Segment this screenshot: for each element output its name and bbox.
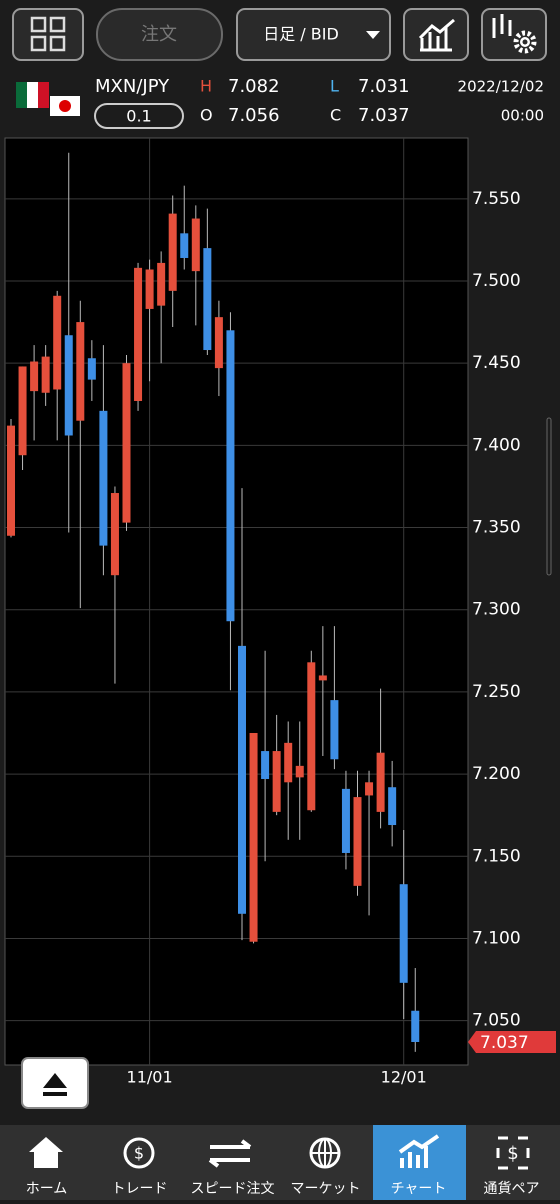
chart-type-button[interactable] bbox=[403, 8, 469, 61]
candle-body bbox=[168, 213, 177, 291]
nav-label[interactable]: ホーム bbox=[26, 1181, 68, 1197]
candle-body bbox=[134, 267, 143, 401]
candle-body bbox=[53, 295, 62, 390]
low-value: 7.031 bbox=[358, 76, 410, 97]
candle-body bbox=[376, 752, 385, 812]
candle-body bbox=[365, 782, 374, 796]
menu-button[interactable] bbox=[12, 8, 84, 61]
candle-body bbox=[399, 884, 408, 983]
dropdown-arrow bbox=[366, 31, 380, 39]
y-tick-label: 7.250 bbox=[472, 682, 521, 702]
candle-body bbox=[249, 732, 258, 942]
y-tick-label: 7.100 bbox=[472, 928, 521, 948]
open-label: O bbox=[200, 106, 213, 125]
settings-button[interactable] bbox=[481, 8, 547, 61]
x-tick-label: 12/01 bbox=[381, 1068, 427, 1087]
plot-area bbox=[4, 137, 469, 1066]
nav-bar bbox=[0, 1125, 560, 1200]
order-button-label: 注文 bbox=[141, 24, 177, 45]
date: 2022/12/02 bbox=[458, 78, 544, 96]
candle-body bbox=[7, 425, 15, 536]
close-label: C bbox=[330, 106, 341, 125]
high-value: 7.082 bbox=[228, 76, 280, 97]
candle-body bbox=[110, 493, 119, 576]
timeframe-dropdown[interactable] bbox=[236, 8, 391, 61]
y-tick-label: 7.550 bbox=[472, 189, 521, 209]
nav-label[interactable]: チャート bbox=[391, 1181, 447, 1197]
candle-body bbox=[238, 645, 246, 914]
symbol: MXN/JPY bbox=[95, 76, 170, 97]
low-label: L bbox=[330, 77, 339, 96]
y-tick-label: 7.400 bbox=[472, 435, 521, 455]
svg-text:$: $ bbox=[134, 1144, 144, 1163]
y-tick-label: 7.450 bbox=[472, 353, 521, 373]
candle-body bbox=[30, 361, 39, 392]
y-tick-label: 7.150 bbox=[472, 846, 521, 866]
lot-box[interactable] bbox=[94, 103, 184, 129]
candle-body bbox=[226, 330, 235, 622]
candle-body bbox=[295, 765, 304, 778]
svg-text:$: $ bbox=[507, 1143, 518, 1164]
candle-body bbox=[180, 233, 189, 258]
scrollbar bbox=[546, 417, 552, 576]
x-tick-label: 11/01 bbox=[127, 1068, 173, 1087]
collapse-button[interactable] bbox=[21, 1057, 89, 1109]
candle-body bbox=[64, 335, 73, 436]
candle-body bbox=[318, 675, 327, 681]
nav-label[interactable]: スピード注文 bbox=[191, 1181, 275, 1197]
candle-body bbox=[284, 742, 293, 783]
currency-flags bbox=[16, 82, 80, 116]
last-price-tag bbox=[468, 1030, 556, 1053]
candle-body bbox=[87, 358, 96, 380]
time: 00:00 bbox=[501, 107, 544, 125]
candle-body bbox=[388, 787, 397, 826]
candle-body bbox=[191, 218, 200, 272]
candle-body bbox=[307, 662, 316, 811]
nav-label[interactable]: マーケット bbox=[291, 1181, 361, 1197]
candle-body bbox=[41, 356, 50, 393]
nav-labels: ホーム トレード スピード注文 マーケット チャート 通貨ペア bbox=[26, 1180, 540, 1197]
timeframe-label: 日足 / BID bbox=[263, 25, 339, 44]
y-tick-label: 7.350 bbox=[472, 518, 521, 538]
candle-body bbox=[272, 751, 281, 812]
y-tick-label: 7.300 bbox=[472, 600, 521, 620]
candle-body bbox=[145, 269, 154, 309]
candle-body bbox=[214, 317, 223, 369]
y-tick-label: 7.200 bbox=[472, 764, 521, 784]
candle-body bbox=[99, 410, 108, 546]
open-value: 7.056 bbox=[228, 105, 280, 126]
close-value: 7.037 bbox=[358, 105, 410, 126]
candle-body bbox=[157, 262, 166, 306]
candle-body bbox=[341, 788, 350, 853]
candle-body bbox=[411, 1010, 420, 1042]
y-tick-label: 7.500 bbox=[472, 271, 521, 291]
candle-body bbox=[18, 366, 27, 456]
last-price-label: 7.037 bbox=[480, 1033, 529, 1053]
lot-size: 0.1 bbox=[126, 107, 151, 126]
y-tick-label: 7.050 bbox=[472, 1011, 521, 1031]
nav-label[interactable]: 通貨ペア bbox=[484, 1180, 540, 1197]
order-button[interactable] bbox=[96, 8, 223, 61]
candle-body bbox=[203, 248, 212, 351]
plot: 7.050 7.100 7.150 7.200 7.250 7.300 7.350 7.400… bbox=[5, 138, 521, 1065]
candle-body bbox=[330, 700, 339, 760]
candle-body bbox=[353, 797, 362, 886]
candle-body bbox=[76, 322, 85, 421]
nav-label[interactable]: トレード bbox=[112, 1181, 168, 1197]
high-label: H bbox=[200, 77, 212, 96]
candle-body bbox=[122, 363, 131, 523]
candle-body bbox=[261, 751, 270, 780]
nav-icons: $ $ bbox=[29, 1134, 530, 1170]
